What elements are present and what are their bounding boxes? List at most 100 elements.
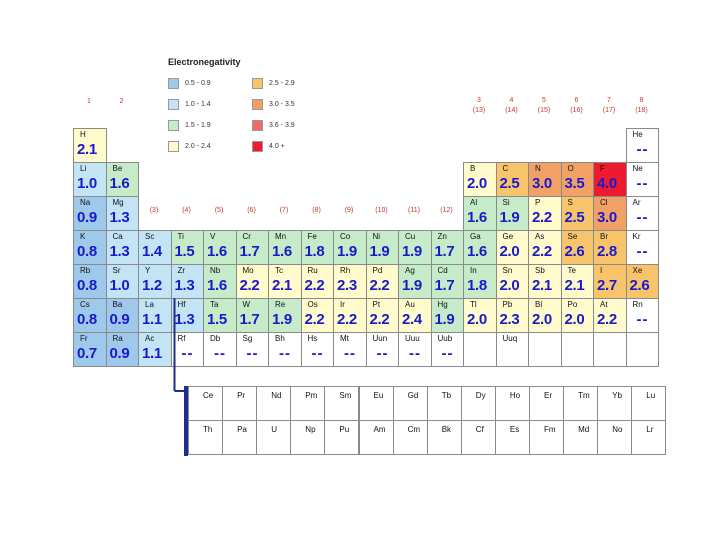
element-symbol: K (80, 232, 86, 241)
element-symbol: S (567, 198, 573, 207)
group-label-line: 3 (477, 97, 481, 104)
electronegativity-value: 1.8 (467, 277, 487, 294)
element-symbol: Fm (544, 425, 556, 434)
group-label-line: (13) (472, 107, 486, 114)
legend-item: 4.0 + (252, 141, 285, 152)
element-symbol: Ar (632, 198, 641, 207)
element-cell-db: Db -- (203, 332, 237, 367)
electronegativity-value: -- (441, 345, 454, 362)
electronegativity-value: 0.8 (77, 311, 97, 328)
element-symbol: P (535, 198, 541, 207)
element-cell-al: Al 1.6 (463, 196, 497, 231)
legend-swatch (252, 78, 263, 89)
f-block-cell-am: Am (358, 420, 394, 455)
legend-swatch (252, 120, 263, 131)
element-symbol: O (567, 164, 574, 173)
f-block-cell-th: Th (188, 420, 224, 455)
element-symbol: Tm (578, 391, 590, 400)
element-cell-p: P 2.2 (528, 196, 562, 231)
element-cell-empty (593, 332, 627, 367)
element-symbol: Ga (470, 232, 481, 241)
element-cell-na: Na 0.9 (73, 196, 107, 231)
element-symbol: At (600, 300, 608, 309)
element-cell-po: Po 2.0 (560, 298, 594, 333)
element-cell-br: Br 2.8 (593, 230, 627, 265)
electronegativity-value: -- (636, 243, 649, 260)
element-symbol: Pm (305, 391, 318, 400)
group-label: (7) (269, 206, 299, 216)
electronegativity-value: 2.0 (532, 311, 552, 328)
electronegativity-value: -- (214, 345, 226, 362)
electronegativity-value: -- (279, 345, 291, 362)
element-cell-bh: Bh -- (268, 332, 302, 367)
element-symbol: Cl (600, 198, 608, 207)
electronegativity-value: 1.6 (207, 243, 227, 260)
f-block-cell-pu: Pu (324, 420, 360, 455)
electronegativity-value: 0.8 (77, 277, 97, 294)
element-cell-uub: Uub -- (430, 332, 464, 367)
element-cell-zn: Zn 1.7 (430, 230, 464, 265)
element-cell-cu: Cu 1.9 (398, 230, 432, 265)
electronegativity-value: 0.9 (77, 209, 97, 226)
element-symbol: Db (210, 334, 221, 343)
electronegativity-value: -- (636, 311, 649, 328)
element-cell-cd: Cd 1.7 (430, 264, 464, 299)
element-cell-co: Co 1.9 (333, 230, 367, 265)
electronegativity-value: 2.2 (304, 277, 325, 294)
element-symbol: Cs (80, 300, 90, 309)
element-cell-o: O 3.5 (560, 162, 594, 197)
element-cell-b: B 2.0 (463, 162, 497, 197)
element-symbol: Sr (112, 266, 121, 275)
element-cell-sg: Sg -- (235, 332, 269, 367)
electronegativity-value: 2.1 (564, 277, 585, 294)
element-cell-as: As 2.2 (528, 230, 562, 265)
element-symbol: Nd (271, 391, 282, 400)
element-cell-n: N 3.0 (528, 162, 562, 197)
element-symbol: He (632, 130, 643, 139)
element-symbol: Na (80, 198, 91, 207)
element-symbol: C (502, 164, 509, 173)
element-cell-w: W 1.7 (235, 298, 269, 333)
legend-item: 3.6 - 3.9 (252, 120, 295, 131)
element-symbol: Tl (470, 300, 477, 309)
element-symbol: Ac (145, 334, 155, 343)
electronegativity-value: 2.0 (499, 243, 520, 260)
element-symbol: Be (112, 164, 123, 173)
group-label: (3) (139, 206, 169, 216)
element-symbol: Hf (177, 300, 186, 309)
legend-swatch (252, 99, 263, 110)
electronegativity-value: 2.2 (532, 209, 552, 226)
group-label: 2 (107, 97, 137, 107)
element-symbol: F (600, 164, 605, 173)
f-block-cell-pa: Pa (222, 420, 258, 455)
element-symbol: Am (373, 425, 386, 434)
element-symbol: Fr (80, 334, 88, 343)
element-symbol: Fe (307, 232, 317, 241)
element-cell-i: I 2.7 (593, 264, 627, 299)
element-cell-rb: Rb 0.8 (73, 264, 107, 299)
group-label-line: 4 (509, 97, 514, 104)
element-cell-hs: Hs -- (300, 332, 334, 367)
element-symbol: Nb (210, 266, 221, 275)
element-symbol: Ru (307, 266, 318, 275)
electronegativity-value: 2.2 (337, 311, 357, 328)
legend-item: 1.5 - 1.9 (168, 120, 211, 131)
element-symbol: Ge (502, 232, 514, 241)
element-symbol: Bk (441, 425, 452, 434)
element-cell-os: Os 2.2 (300, 298, 334, 333)
element-cell-rf: Rf -- (170, 332, 204, 367)
electronegativity-value: 0.7 (77, 345, 97, 362)
element-symbol: Po (567, 300, 578, 309)
group-label-line: (17) (602, 107, 616, 114)
legend-range-label: 3.0 - 3.5 (269, 101, 295, 108)
electronegativity-value: 1.9 (337, 243, 357, 260)
electronegativity-value: 1.6 (467, 209, 487, 226)
element-cell-empty (625, 332, 659, 367)
element-cell-ir: Ir 2.2 (333, 298, 367, 333)
electronegativity-value: -- (181, 345, 194, 362)
group-label: (4) (172, 206, 202, 216)
element-cell-mo: Mo 2.2 (235, 264, 269, 299)
element-cell-y: Y 1.2 (138, 264, 172, 299)
electronegativity-value: -- (636, 175, 649, 192)
group-label-line: (18) (635, 107, 648, 114)
